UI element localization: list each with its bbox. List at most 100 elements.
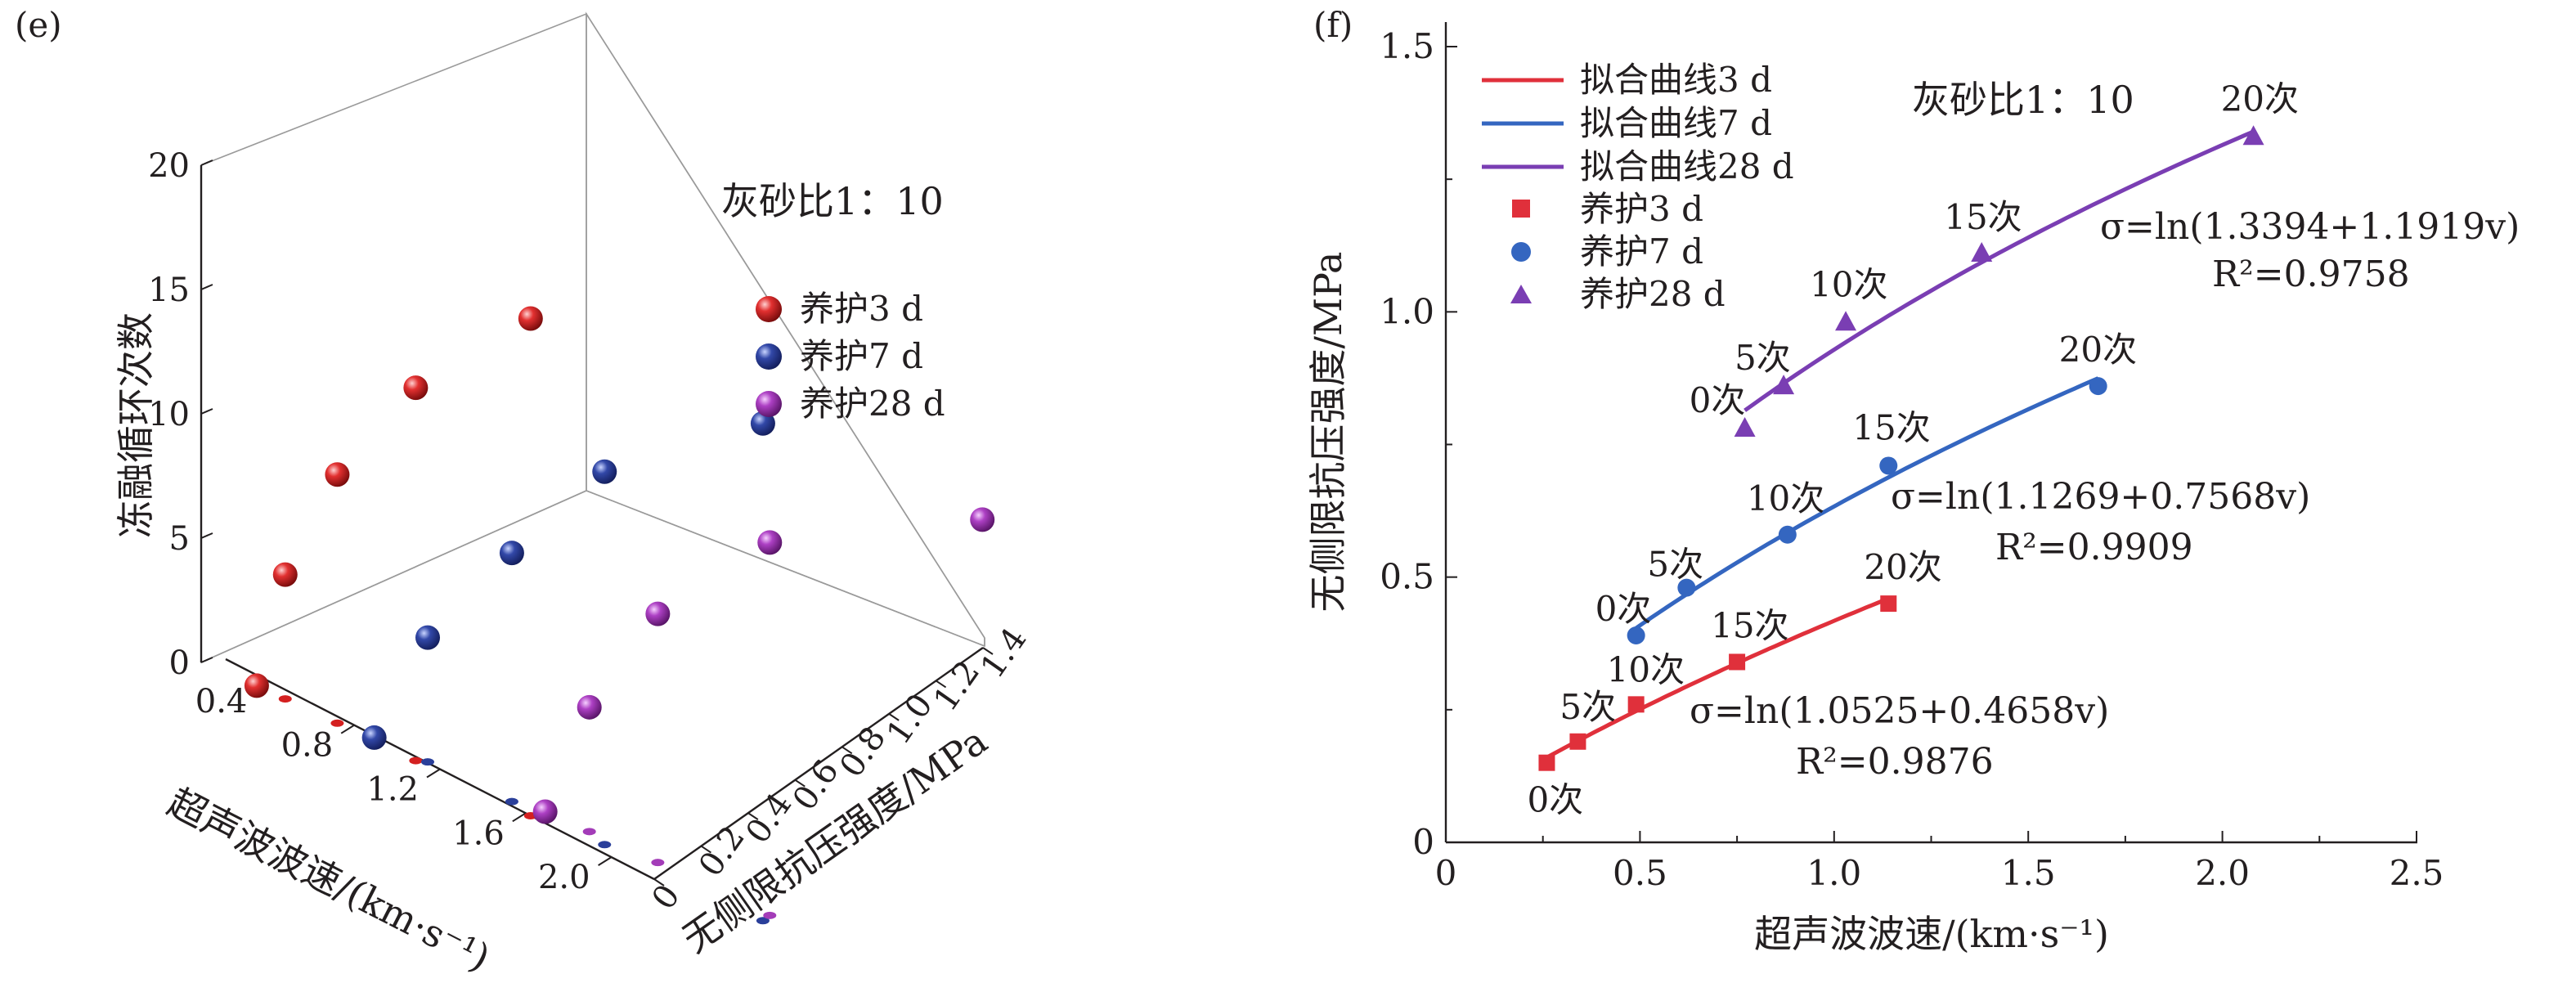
- z-tick: [200, 408, 213, 415]
- x-axis-ticks: 0.4 0.8 1.2 1.6 2.0: [195, 680, 613, 896]
- r2-3d: R²=0.9876: [1796, 741, 1994, 783]
- z-axis-label: 冻融循环次数: [114, 312, 158, 538]
- data-point-square: [1729, 653, 1746, 671]
- data-point-circle: [1677, 578, 1696, 597]
- panel-e-label: (e): [15, 5, 62, 45]
- floor-shadow: [763, 911, 777, 919]
- equations: σ=ln(1.3394+1.1919v) R²=0.9758 σ=ln(1.12…: [1690, 206, 2520, 783]
- legend-label-cure3: 养护3 d: [1580, 189, 1703, 229]
- panel-f: (f) 0 0.5 1.0 1.5 2.0 2.5 0 0.5 1.0 1.5 无侧限抗压强度/M…: [1306, 5, 2520, 956]
- y-tick: [841, 746, 853, 755]
- data-point-triangle: [1971, 241, 1993, 262]
- x-tick: [340, 724, 355, 734]
- sphere-point: [415, 625, 441, 650]
- f-axis-ticks: 0 0.5 1.0 1.5 2.0 2.5 0 0.5 1.0 1.5: [1380, 26, 2444, 893]
- z-tick-label: 20: [148, 147, 190, 185]
- y-tick: [936, 680, 947, 689]
- f-y-tick-label: 1.5: [1380, 26, 1434, 66]
- data-point-square: [1880, 595, 1897, 613]
- f-x-tick-label: 0.5: [1613, 853, 1667, 893]
- sphere-point: [757, 530, 783, 555]
- data-point-square: [1538, 754, 1555, 771]
- f-x-tick-label: 1.0: [1806, 853, 1861, 893]
- floor-shadow: [409, 756, 423, 765]
- cycle-label: 5次: [1647, 545, 1703, 585]
- fit-curve-养护7 d: [1635, 376, 2099, 631]
- x-axis-label: 超声波波速/(km·s⁻¹): [161, 779, 497, 980]
- fit-curves: [1546, 129, 2255, 760]
- legend-label-fit3: 拟合曲线3 d: [1580, 60, 1772, 100]
- y-tick: [982, 647, 994, 655]
- legend-label-7d: 养护7 d: [800, 336, 923, 376]
- r2-28d: R²=0.9758: [2212, 254, 2410, 295]
- z-tick: [200, 284, 213, 290]
- y-tick: [747, 812, 759, 820]
- cycle-label: 5次: [1560, 687, 1616, 727]
- z-tick: [200, 159, 213, 166]
- z-tick-label: 15: [148, 272, 190, 309]
- cycle-label: 15次: [1852, 407, 1930, 447]
- floor-shadow: [505, 797, 518, 806]
- floor-shadow: [330, 719, 344, 727]
- cycle-label: 0次: [1690, 380, 1746, 420]
- f-y-tick-label: 0: [1412, 822, 1434, 862]
- panel-e-annotation: 灰砂比1：10: [721, 179, 944, 223]
- panel-e: (e) 0 5 10 15 20 0.4 0.8 1.2 1.6 2.0 00.20.40.60…: [15, 5, 1034, 980]
- f-x-tick-label: 2.0: [2195, 853, 2250, 893]
- data-point-square: [1627, 696, 1645, 713]
- panel-f-label: (f): [1313, 5, 1353, 45]
- cycle-label: 20次: [1864, 547, 1941, 587]
- r2-7d: R²=0.9909: [1995, 527, 2193, 568]
- sphere-point: [272, 562, 298, 587]
- f-x-tick-label: 2.5: [2390, 853, 2444, 893]
- sphere-point: [970, 507, 995, 532]
- f-x-tick-label: 1.5: [2001, 853, 2056, 893]
- sphere-point: [645, 601, 671, 626]
- panel-f-legend: 拟合曲线3 d 拟合曲线7 d 拟合曲线28 d 养护3 d 养护7 d 养护2…: [1482, 60, 1794, 314]
- sphere-point: [361, 725, 387, 750]
- data-point-triangle: [1835, 311, 1857, 331]
- panel-f-points: [1538, 125, 2264, 771]
- sphere-point: [325, 462, 350, 487]
- floor-shadow: [598, 841, 612, 849]
- data-point-circle: [1879, 456, 1898, 475]
- cycle-label: 0次: [1595, 589, 1652, 629]
- equation-28d: σ=ln(1.3394+1.1919v): [2100, 206, 2520, 248]
- panel-e-points: [244, 306, 995, 824]
- f-y-tick-label: 1.0: [1380, 291, 1434, 331]
- x-tick-label: 2.0: [538, 859, 590, 896]
- legend-label-28d: 养护28 d: [800, 384, 945, 424]
- legend-label-cure7: 养护7 d: [1580, 231, 1703, 272]
- floor-shadow: [278, 695, 292, 703]
- y-axis-ticks: 00.20.40.60.81.01.21.4: [645, 621, 1034, 917]
- legend-sphere-28d: [756, 391, 782, 417]
- x-tick-label: 0.4: [195, 683, 248, 720]
- x-tick: [512, 812, 527, 823]
- y-axis-line: [653, 647, 984, 880]
- x-tick-label: 1.2: [366, 771, 419, 809]
- equation-3d: σ=ln(1.0525+0.4658v): [1690, 690, 2109, 732]
- floor-shadow: [582, 828, 596, 836]
- data-point-circle: [1627, 626, 1645, 645]
- fit-curve-养护3 d: [1546, 596, 1890, 760]
- f-y-tick-label: 0.5: [1380, 557, 1434, 597]
- sphere-point: [750, 411, 775, 436]
- floor-shadow: [651, 859, 665, 867]
- cycle-label: 0次: [1527, 780, 1583, 820]
- sphere-point: [532, 799, 558, 824]
- cycle-label: 10次: [1810, 264, 1887, 304]
- x-tick-label: 1.6: [452, 815, 505, 852]
- sphere-point: [244, 673, 269, 698]
- sphere-point: [403, 375, 429, 401]
- sphere-point: [577, 694, 602, 720]
- legend-label-3d: 养护3 d: [800, 289, 923, 329]
- x-tick-label: 0.8: [281, 727, 334, 765]
- legend-marker-circle: [1511, 242, 1531, 262]
- legend-label-cure28: 养护28 d: [1580, 274, 1726, 314]
- cycle-label: 20次: [2221, 79, 2299, 119]
- cycle-label: 20次: [2059, 330, 2137, 370]
- y-tick: [794, 779, 806, 788]
- x-tick: [598, 856, 613, 866]
